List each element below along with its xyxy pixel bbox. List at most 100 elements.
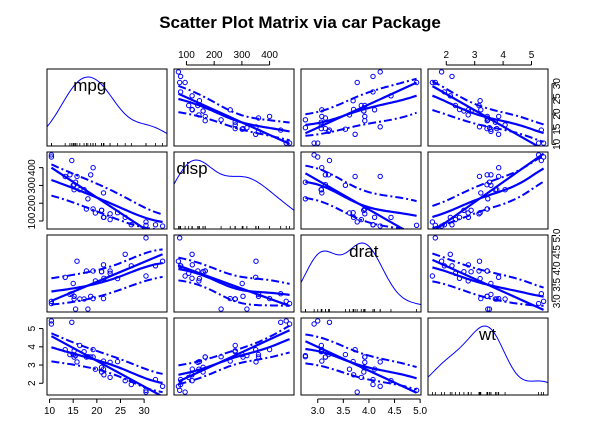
- tick-label: 3.0: [311, 406, 325, 417]
- data-point: [362, 118, 368, 124]
- tick-label: 4.0: [362, 406, 376, 417]
- data-point: [326, 319, 333, 325]
- x-axis-wt-top: 2 3 4 5: [443, 50, 535, 66]
- data-point: [83, 354, 90, 360]
- lower-spread-line: [305, 197, 413, 229]
- data-point: [182, 273, 188, 279]
- data-point: [377, 359, 383, 365]
- data-point: [196, 275, 203, 282]
- data-point: [354, 219, 360, 225]
- data-point: [315, 318, 321, 324]
- lower-spread-line: [305, 111, 417, 137]
- panel-border: [173, 234, 295, 313]
- data-point: [232, 348, 238, 354]
- data-point: [326, 157, 333, 164]
- data-point: [535, 152, 542, 158]
- data-point: [325, 172, 332, 178]
- data-point: [413, 222, 420, 229]
- data-point: [152, 376, 159, 383]
- panel-content: [429, 152, 547, 229]
- data-point: [484, 172, 490, 178]
- data-point: [189, 366, 196, 372]
- data-point: [350, 106, 357, 113]
- panel-border: [300, 68, 422, 147]
- data-point: [70, 351, 76, 358]
- data-point: [311, 140, 317, 146]
- data-point: [478, 190, 484, 196]
- tick-label: 3.0: [552, 294, 563, 308]
- data-point: [67, 172, 73, 178]
- tick-label: 3: [27, 362, 38, 368]
- panel-disp-vs-disp: disp: [173, 151, 295, 230]
- data-point: [114, 358, 121, 365]
- data-point: [100, 262, 107, 268]
- data-point: [456, 275, 463, 281]
- data-point: [101, 275, 107, 281]
- data-point: [286, 140, 293, 146]
- data-point: [283, 140, 289, 146]
- data-point: [189, 107, 196, 113]
- data-point: [200, 364, 206, 370]
- data-point: [177, 79, 183, 86]
- data-point: [484, 206, 490, 212]
- data-point: [85, 306, 91, 312]
- data-point: [488, 172, 494, 178]
- tick-label: 5: [529, 50, 535, 61]
- tick-label: 15: [552, 123, 563, 135]
- data-point: [538, 157, 544, 164]
- data-point: [255, 354, 262, 360]
- data-point: [478, 107, 484, 113]
- data-point: [322, 172, 329, 178]
- data-point: [488, 182, 494, 189]
- data-point: [488, 126, 494, 132]
- data-point: [449, 73, 455, 80]
- density-curve: [174, 159, 294, 211]
- panel-border: [300, 234, 422, 313]
- data-point: [253, 131, 259, 138]
- y-axis-mpg-right: 10 15 20 25 30: [551, 78, 563, 150]
- tick-label: 100: [178, 50, 195, 61]
- data-point: [342, 351, 349, 358]
- tick-label: 25: [552, 93, 563, 105]
- data-point: [186, 374, 192, 381]
- data-point: [100, 190, 107, 196]
- data-point: [311, 321, 317, 327]
- data-point: [232, 125, 238, 132]
- panel-content: [175, 69, 293, 146]
- data-point: [98, 207, 105, 214]
- data-point: [465, 107, 472, 113]
- tick-label: 5.0: [413, 406, 427, 417]
- data-point: [143, 273, 149, 279]
- data-point: [538, 291, 544, 297]
- data-point: [496, 113, 502, 120]
- data-point: [377, 69, 383, 75]
- data-point: [253, 274, 259, 280]
- data-point: [540, 140, 547, 146]
- data-point: [465, 214, 472, 221]
- data-point: [128, 263, 135, 269]
- data-point: [432, 222, 438, 229]
- tick-label: 4.5: [552, 245, 563, 259]
- data-point: [114, 210, 121, 216]
- upper-spread-line: [305, 164, 417, 203]
- data-point: [232, 122, 238, 128]
- panel-mpg-vs-disp: [173, 68, 295, 147]
- panel-border: [300, 151, 422, 230]
- data-point: [71, 354, 77, 360]
- data-point: [468, 269, 474, 275]
- data-point: [465, 112, 471, 118]
- data-point: [362, 354, 368, 360]
- data-point: [476, 173, 483, 180]
- tick-label: 4: [27, 344, 38, 350]
- smooth-line: [305, 347, 417, 380]
- lower-spread-line: [432, 109, 544, 143]
- data-point: [81, 187, 87, 193]
- data-point: [429, 79, 436, 86]
- tick-label: 4.5: [388, 406, 402, 417]
- smooth-line: [51, 262, 163, 293]
- data-point: [253, 124, 259, 130]
- data-point: [278, 127, 284, 133]
- data-point: [370, 381, 376, 388]
- data-point: [362, 113, 368, 120]
- smooth-line: [305, 180, 417, 217]
